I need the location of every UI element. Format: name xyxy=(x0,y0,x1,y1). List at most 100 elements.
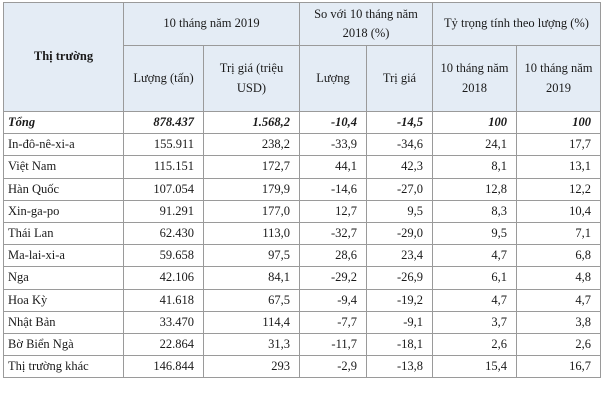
share-2019-cell: 2,6 xyxy=(516,332,601,357)
volume-cell: 115.151 xyxy=(123,155,204,179)
market-table-container: Thị trường 10 tháng năm 2019 So với 10 t… xyxy=(3,2,601,379)
vs-volume-cell: -7,7 xyxy=(299,310,367,334)
market-name-cell: In-đô-nê-xi-a xyxy=(3,133,124,157)
market-name-cell: Thị trường khác xyxy=(3,355,124,379)
volume-column-header: Lượng (tấn) xyxy=(123,45,204,112)
vs-value-cell: -13,8 xyxy=(366,355,433,379)
share-2019-cell: 100 xyxy=(516,110,601,135)
value-cell: 113,0 xyxy=(203,221,300,246)
volume-cell: 33.470 xyxy=(123,310,204,334)
vs-value-cell: -27,0 xyxy=(366,177,433,201)
volume-cell: 107.054 xyxy=(123,177,204,201)
table-row: In-đô-nê-xi-a 155.911 238,2 -33,9 -34,6 24,1 1… xyxy=(3,133,601,157)
share-2019-cell: 13,1 xyxy=(516,155,601,179)
table-row: Thị trường khác 146.844 293 -2,9 -13,8 15,4 16… xyxy=(3,355,601,379)
share-2019-cell: 16,7 xyxy=(516,355,601,379)
vs-volume-cell: 44,1 xyxy=(299,155,367,179)
vs-volume-column-header: Lượng xyxy=(299,45,367,112)
value-cell: 67,5 xyxy=(203,288,300,312)
value-column-header: Trị giá (triệu USD) xyxy=(203,45,300,112)
vs-value-cell: 9,5 xyxy=(366,199,433,223)
vs-value-cell: -34,6 xyxy=(366,133,433,157)
table-row: Hoa Kỳ 41.618 67,5 -9,4 -19,2 4,7 4,7 xyxy=(3,288,601,312)
volume-cell: 878.437 xyxy=(123,110,204,135)
vs-value-cell: -18,1 xyxy=(366,332,433,357)
volume-cell: 91.291 xyxy=(123,199,204,223)
vs-volume-cell: -32,7 xyxy=(299,221,367,246)
table-row-total: Tổng 878.437 1.568,2 -10,4 -14,5 100 100 xyxy=(3,110,601,135)
market-name-cell: Việt Nam xyxy=(3,155,124,179)
share-2019-column-header: 10 tháng năm 2019 xyxy=(516,45,601,112)
vs-value-cell: 23,4 xyxy=(366,244,433,268)
table-row: Xin-ga-po 91.291 177,0 12,7 9,5 8,3 10,4 xyxy=(3,199,601,223)
share-2019-cell: 12,2 xyxy=(516,177,601,201)
market-name-cell: Nga xyxy=(3,266,124,290)
share-2019-cell: 10,4 xyxy=(516,199,601,223)
group-header-vs-2018: So với 10 tháng năm 2018 (%) xyxy=(299,2,433,46)
vs-volume-cell: 28,6 xyxy=(299,244,367,268)
group-header-share: Tỷ trọng tính theo lượng (%) xyxy=(432,2,601,46)
volume-cell: 146.844 xyxy=(123,355,204,379)
vs-volume-cell: -9,4 xyxy=(299,288,367,312)
share-2019-cell: 4,8 xyxy=(516,266,601,290)
share-2018-cell: 15,4 xyxy=(432,355,517,379)
volume-cell: 42.106 xyxy=(123,266,204,290)
share-2018-cell: 24,1 xyxy=(432,133,517,157)
market-name-cell: Xin-ga-po xyxy=(3,199,124,223)
value-cell: 177,0 xyxy=(203,199,300,223)
value-cell: 97,5 xyxy=(203,244,300,268)
share-2019-cell: 4,7 xyxy=(516,288,601,312)
table-row: Nhật Bản 33.470 114,4 -7,7 -9,1 3,7 3,8 xyxy=(3,310,601,334)
vs-value-column-header: Trị giá xyxy=(366,45,433,112)
value-cell: 84,1 xyxy=(203,266,300,290)
share-2018-cell: 8,1 xyxy=(432,155,517,179)
share-2018-cell: 4,7 xyxy=(432,288,517,312)
share-2018-cell: 2,6 xyxy=(432,332,517,357)
value-cell: 238,2 xyxy=(203,133,300,157)
share-2018-cell: 4,7 xyxy=(432,244,517,268)
value-cell: 1.568,2 xyxy=(203,110,300,135)
share-2019-cell: 7,1 xyxy=(516,221,601,246)
vs-value-cell: -14,5 xyxy=(366,110,433,135)
value-cell: 179,9 xyxy=(203,177,300,201)
share-2019-cell: 3,8 xyxy=(516,310,601,334)
share-2018-cell: 100 xyxy=(432,110,517,135)
market-name-cell: Bờ Biển Ngà xyxy=(3,332,124,357)
table-row: Hàn Quốc 107.054 179,9 -14,6 -27,0 12,8 12,2 xyxy=(3,177,601,201)
share-2019-cell: 17,7 xyxy=(516,133,601,157)
value-cell: 31,3 xyxy=(203,332,300,357)
share-2019-cell: 6,8 xyxy=(516,244,601,268)
vs-value-cell: -29,0 xyxy=(366,221,433,246)
table-row: Nga 42.106 84,1 -29,2 -26,9 6,1 4,8 xyxy=(3,266,601,290)
vs-value-cell: -9,1 xyxy=(366,310,433,334)
market-name-cell: Nhật Bản xyxy=(3,310,124,334)
market-name-cell: Ma-lai-xi-a xyxy=(3,244,124,268)
table-header: Thị trường 10 tháng năm 2019 So với 10 t… xyxy=(3,2,601,112)
share-2018-cell: 12,8 xyxy=(432,177,517,201)
value-cell: 172,7 xyxy=(203,155,300,179)
table-row: Thái Lan 62.430 113,0 -32,7 -29,0 9,5 7,1 xyxy=(3,221,601,246)
group-header-10m-2019: 10 tháng năm 2019 xyxy=(123,2,300,46)
vs-volume-cell: -29,2 xyxy=(299,266,367,290)
share-2018-cell: 3,7 xyxy=(432,310,517,334)
volume-cell: 41.618 xyxy=(123,288,204,312)
value-cell: 293 xyxy=(203,355,300,379)
vs-volume-cell: 12,7 xyxy=(299,199,367,223)
vs-value-cell: -26,9 xyxy=(366,266,433,290)
vs-volume-cell: -14,6 xyxy=(299,177,367,201)
share-2018-cell: 6,1 xyxy=(432,266,517,290)
vs-volume-cell: -33,9 xyxy=(299,133,367,157)
market-name-cell: Thái Lan xyxy=(3,221,124,246)
volume-cell: 62.430 xyxy=(123,221,204,246)
volume-cell: 59.658 xyxy=(123,244,204,268)
market-name-cell: Hoa Kỳ xyxy=(3,288,124,312)
table-row: Bờ Biển Ngà 22.864 31,3 -11,7 -18,1 2,6 2,6 xyxy=(3,332,601,357)
vs-volume-cell: -2,9 xyxy=(299,355,367,379)
vs-value-cell: -19,2 xyxy=(366,288,433,312)
table-row: Ma-lai-xi-a 59.658 97,5 28,6 23,4 4,7 6,8 xyxy=(3,244,601,268)
market-column-header: Thị trường xyxy=(3,2,124,112)
value-cell: 114,4 xyxy=(203,310,300,334)
vs-volume-cell: -10,4 xyxy=(299,110,367,135)
market-table: Thị trường 10 tháng năm 2019 So với 10 t… xyxy=(3,2,601,379)
market-name-cell: Tổng xyxy=(3,110,124,135)
